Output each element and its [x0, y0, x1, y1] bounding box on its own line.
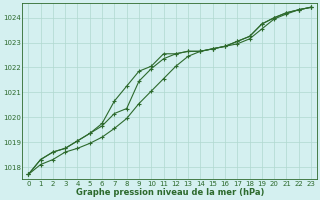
X-axis label: Graphe pression niveau de la mer (hPa): Graphe pression niveau de la mer (hPa)	[76, 188, 264, 197]
